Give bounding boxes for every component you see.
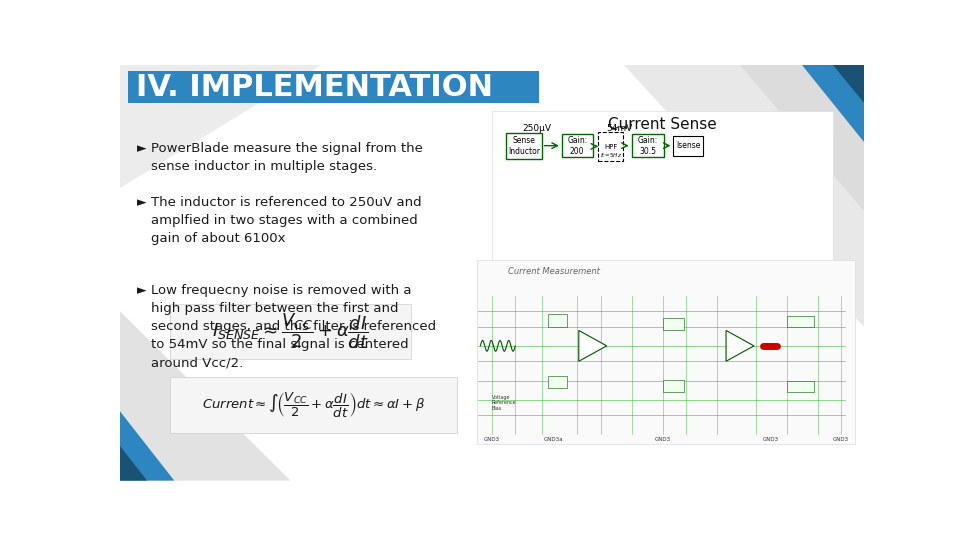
Polygon shape <box>120 311 291 481</box>
Text: PowerBlade measure the signal from the
sense inductor in multiple stages.: PowerBlade measure the signal from the s… <box>151 142 422 173</box>
Bar <box>506 132 541 159</box>
Bar <box>632 134 664 157</box>
Polygon shape <box>120 446 147 481</box>
Text: Voltage
Reference
Bias: Voltage Reference Bias <box>492 395 516 411</box>
Bar <box>548 376 567 388</box>
Bar <box>662 380 684 392</box>
Polygon shape <box>579 330 607 361</box>
Bar <box>128 71 539 103</box>
Text: Gain:
30.5: Gain: 30.5 <box>637 136 658 156</box>
Text: Current Sense: Current Sense <box>608 117 717 132</box>
Bar <box>492 111 833 265</box>
Bar <box>170 303 411 359</box>
Text: IV. IMPLEMENTATION: IV. IMPLEMENTATION <box>135 72 492 102</box>
Bar <box>548 314 567 327</box>
Polygon shape <box>120 65 322 188</box>
Polygon shape <box>833 65 864 103</box>
Polygon shape <box>740 65 864 211</box>
Text: ►: ► <box>137 284 147 297</box>
Bar <box>170 377 457 433</box>
Polygon shape <box>120 411 175 481</box>
Text: Low frequecny noise is removed with a
high pass filter between the first and
sec: Low frequecny noise is removed with a hi… <box>151 284 436 369</box>
Text: GND3: GND3 <box>763 437 780 442</box>
Bar <box>662 318 684 330</box>
Text: GND3: GND3 <box>655 437 671 442</box>
Text: 250μV: 250μV <box>522 124 551 133</box>
Text: Sense
Inductor: Sense Inductor <box>508 136 540 156</box>
Text: Isense: Isense <box>676 141 700 150</box>
Text: GND3: GND3 <box>832 437 849 442</box>
Bar <box>673 136 703 156</box>
Bar <box>476 260 854 444</box>
Bar <box>786 381 814 392</box>
Polygon shape <box>726 330 754 361</box>
Text: 54mV: 54mV <box>607 124 633 133</box>
Text: $Current \approx \int\!\left(\dfrac{V_{CC}}{2} + \alpha \dfrac{dI}{dt}\right)dt : $Current \approx \int\!\left(\dfrac{V_{C… <box>203 390 425 420</box>
Text: GND3: GND3 <box>484 437 500 442</box>
Bar <box>786 316 814 327</box>
Polygon shape <box>802 65 864 142</box>
Polygon shape <box>624 65 864 327</box>
Text: ►: ► <box>137 195 147 208</box>
Text: $f_C\!=\!5Hz$: $f_C\!=\!5Hz$ <box>600 151 622 160</box>
Text: Current Measurement: Current Measurement <box>508 267 599 275</box>
Bar <box>562 134 592 157</box>
Text: Gain:
200: Gain: 200 <box>567 136 588 156</box>
Text: HPF: HPF <box>604 144 617 150</box>
Text: ►: ► <box>137 142 147 155</box>
Text: GND3a: GND3a <box>544 437 564 442</box>
Text: The inductor is referenced to 250uV and
amplfied in two stages with a combined
g: The inductor is referenced to 250uV and … <box>151 195 421 245</box>
Bar <box>598 132 623 161</box>
Text: $I_{SENSE} \approx \dfrac{V_{CC}}{2} + \alpha \dfrac{dI}{dt}$: $I_{SENSE} \approx \dfrac{V_{CC}}{2} + \… <box>212 312 369 351</box>
